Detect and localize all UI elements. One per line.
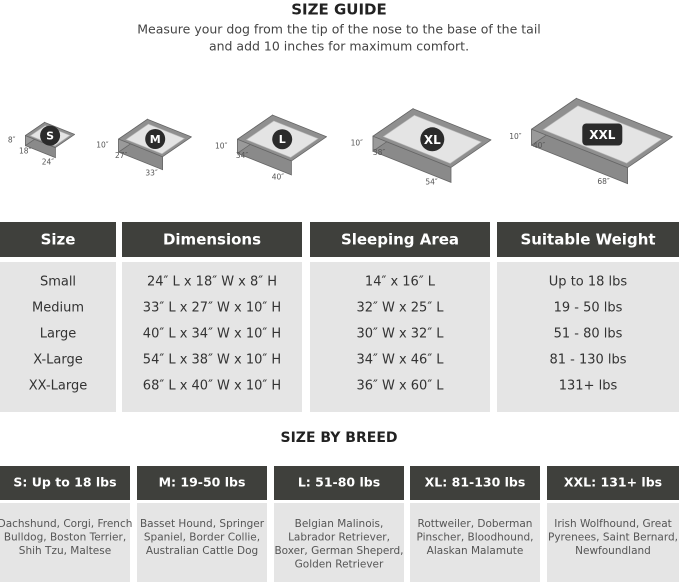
- table-body-cell: [122, 262, 302, 412]
- table-header: Sleeping Area: [341, 231, 459, 249]
- depth-dim: 34″: [236, 151, 249, 160]
- breed-body-cell: [410, 503, 540, 582]
- breed-list: Bulldog, Boston Terrier,: [4, 532, 126, 544]
- breed-header: XXL: 131+ lbs: [564, 475, 662, 490]
- table-cell: 32″ W x 25″ L: [356, 301, 444, 316]
- table-body-cell: [310, 262, 490, 412]
- breed-header-cell: [410, 466, 540, 500]
- table-cell: XX-Large: [29, 379, 87, 394]
- table-cell: 131+ lbs: [559, 379, 618, 394]
- height-dim: 10″: [509, 132, 522, 141]
- size-badge-label: XXL: [589, 128, 616, 142]
- breed-body-cell: [547, 503, 679, 582]
- table-cell: 81 - 130 lbs: [549, 353, 626, 368]
- table-cell: 14″ x 16″ L: [365, 275, 436, 290]
- table-cell: 19 - 50 lbs: [554, 301, 623, 316]
- size-badge-label: L: [279, 133, 286, 146]
- breed-list: Dachshund, Corgi, French: [0, 518, 132, 530]
- breed-header-cell: [274, 466, 404, 500]
- breed-list: Golden Retriever: [295, 559, 384, 571]
- table-header-cell: [497, 222, 679, 257]
- breed-list: Pyrenees, Saint Bernard,: [548, 532, 678, 544]
- table-cell: 33″ L x 27″ W x 10″ H: [143, 301, 281, 316]
- table-header-cell: [0, 222, 116, 257]
- table-cell: 68″ L x 40″ W x 10″ H: [143, 379, 281, 394]
- table-header: Size: [41, 231, 76, 249]
- table-cell: Medium: [32, 301, 84, 316]
- size-badge: [40, 125, 61, 146]
- size-badge: [582, 123, 623, 146]
- subtitle: and add 10 inches for maximum comfort.: [209, 39, 469, 54]
- height-dim: 10″: [215, 141, 228, 150]
- breed-header-cell: [547, 466, 679, 500]
- bed: [531, 97, 673, 185]
- size-badge: [272, 129, 293, 150]
- breed-list: Australian Cattle Dog: [146, 545, 258, 557]
- table-cell: X-Large: [33, 353, 83, 368]
- breed-list: Boxer, German Sheperd,: [274, 545, 403, 557]
- width-dim: 33″: [145, 168, 158, 177]
- breed-list: Shih Tzu, Maltese: [19, 545, 111, 557]
- breed-body-cell: [0, 503, 130, 582]
- table-cell: 54″ L x 38″ W x 10″ H: [143, 353, 281, 368]
- height-dim: 8″: [8, 136, 16, 145]
- table-cell: Large: [40, 327, 77, 342]
- table-cell: 40″ L x 34″ W x 10″ H: [143, 327, 281, 342]
- size-badge-label: XL: [424, 133, 441, 147]
- breed-header: L: 51-80 lbs: [298, 475, 380, 490]
- width-dim: 40″: [272, 173, 285, 182]
- table-header-cell: [310, 222, 490, 257]
- breed-header-cell: [0, 466, 130, 500]
- height-dim: 10″: [351, 139, 364, 148]
- table-body-cell: [497, 262, 679, 412]
- bed: [372, 107, 492, 183]
- subtitle: Measure your dog from the tip of the nos…: [137, 22, 541, 37]
- breed-header-cell: [137, 466, 267, 500]
- breed-list: Newfoundland: [575, 545, 651, 557]
- size-badge: [420, 127, 445, 152]
- table-cell: 24″ L x 18″ W x 8″ H: [147, 275, 277, 290]
- depth-dim: 27″: [115, 151, 128, 160]
- title: SIZE GUIDE: [291, 1, 387, 19]
- breed-body-cell: [137, 503, 267, 582]
- breed-list: Labrador Retriever,: [288, 532, 390, 544]
- breed-list: Spaniel, Border Collie,: [144, 532, 260, 544]
- table-cell: Up to 18 lbs: [549, 275, 628, 290]
- breed-list: Belgian Malinois,: [295, 518, 384, 530]
- table-cell: 30″ W x 32″ L: [356, 327, 444, 342]
- table-body-cell: [0, 262, 116, 412]
- depth-dim: 38″: [373, 148, 386, 157]
- width-dim: 54″: [425, 178, 438, 187]
- table-header: Dimensions: [163, 231, 261, 249]
- breed-header: XL: 81-130 lbs: [425, 475, 526, 490]
- table-cell: 51 - 80 lbs: [554, 327, 623, 342]
- size-badge-label: M: [150, 133, 161, 146]
- table-header-cell: [122, 222, 302, 257]
- table-cell: 34″ W x 46″ L: [356, 353, 444, 368]
- bed: [24, 121, 75, 159]
- section-title: SIZE BY BREED: [281, 430, 398, 446]
- height-dim: 10″: [96, 141, 109, 150]
- table-header: Suitable Weight: [520, 231, 655, 249]
- bed: [118, 118, 192, 171]
- table-cell: 36″ W x 60″ L: [356, 379, 444, 394]
- table-cell: Small: [40, 275, 76, 290]
- bed: [236, 114, 328, 176]
- width-dim: 68″: [597, 177, 610, 186]
- breed-header: S: Up to 18 lbs: [13, 475, 116, 490]
- size-badge: [145, 129, 166, 149]
- breed-list: Irish Wolfhound, Great: [554, 518, 672, 530]
- breed-list: Pinscher, Bloodhound,: [416, 532, 533, 544]
- breed-header: M: 19-50 lbs: [159, 475, 246, 490]
- breed-list: Basset Hound, Springer: [140, 518, 265, 530]
- width-dim: 24″: [42, 158, 55, 167]
- breed-list: Alaskan Malamute: [427, 545, 524, 557]
- breed-list: Rottweiler, Doberman: [418, 518, 533, 530]
- depth-dim: 40″: [533, 141, 546, 150]
- size-badge-label: S: [46, 130, 54, 143]
- breed-body-cell: [274, 503, 404, 582]
- depth-dim: 18″: [19, 147, 32, 156]
